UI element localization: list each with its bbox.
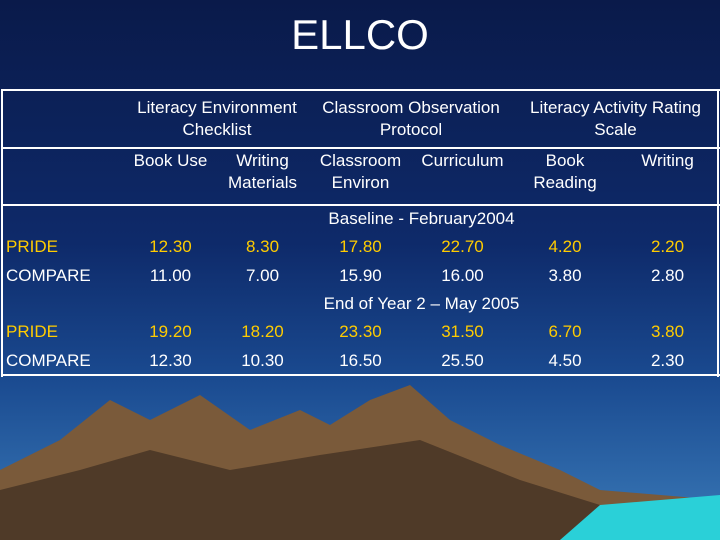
table-border — [2, 147, 720, 149]
cell: 6.70 — [548, 321, 582, 341]
water — [560, 495, 720, 540]
cell: 16.50 — [339, 350, 382, 370]
cell: 16.00 — [441, 265, 484, 285]
row-label: PRIDE — [6, 236, 58, 256]
header-group: Classroom Observation Protocol — [322, 98, 500, 139]
column-header: Writing Materials — [228, 151, 297, 192]
cell: 4.20 — [548, 236, 582, 256]
table-border — [1, 89, 3, 377]
cell: 17.80 — [339, 236, 382, 256]
section-label: End of Year 2 – May 2005 — [323, 293, 520, 313]
header-group: Literacy Environment Checklist — [137, 98, 297, 139]
cell: 8.30 — [245, 236, 280, 256]
cell: 7.00 — [245, 265, 280, 285]
section-label: Baseline - February2004 — [328, 208, 515, 228]
cell: 11.00 — [149, 265, 192, 285]
table-border — [2, 374, 720, 376]
column-header: Book Use — [133, 151, 208, 170]
cell: 25.50 — [441, 350, 484, 370]
cell: 3.80 — [650, 321, 685, 341]
table-border — [2, 204, 720, 206]
cell: 3.80 — [548, 265, 582, 285]
cell: 19.20 — [149, 321, 192, 341]
cell: 2.80 — [650, 265, 685, 285]
column-header: Writing — [641, 151, 694, 170]
cell: 10.30 — [241, 350, 284, 370]
cell: 22.70 — [441, 236, 484, 256]
column-header: Book Reading — [533, 151, 597, 192]
cell: 2.30 — [650, 350, 685, 370]
header-group: Literacy Activity Rating Scale — [529, 98, 701, 139]
table-border — [2, 89, 720, 91]
cell: 31.50 — [441, 321, 484, 341]
row-label: COMPARE — [6, 265, 91, 285]
cell: 4.50 — [548, 350, 582, 370]
cell: 15.90 — [339, 265, 382, 285]
cell: 23.30 — [339, 321, 382, 341]
row-label: PRIDE — [6, 321, 58, 341]
column-header: Classroom Environ — [319, 151, 402, 192]
cell: 12.30 — [149, 350, 192, 370]
cell: 2.20 — [650, 236, 685, 256]
column-header: Curriculum — [421, 151, 504, 170]
table-border — [717, 89, 719, 377]
cell: 12.30 — [149, 236, 192, 256]
mountains-near — [0, 440, 720, 540]
row-label: COMPARE — [6, 350, 91, 370]
cell: 18.20 — [241, 321, 284, 341]
title: ELLCO — [291, 11, 429, 58]
